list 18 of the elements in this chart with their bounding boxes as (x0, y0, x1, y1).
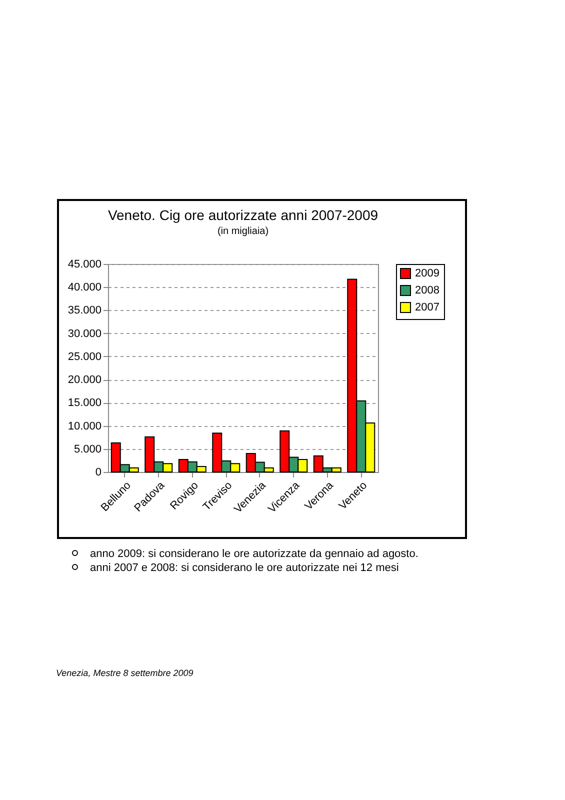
legend-label: 2007 (415, 302, 440, 314)
legend-label: 2009 (415, 268, 440, 280)
legend-label: 2008 (415, 284, 440, 296)
chart-subtitle: (in migliaia) (217, 226, 269, 237)
y-tick-label: 25.000 (68, 350, 102, 363)
y-tick-label: 10.000 (68, 420, 102, 432)
y-tick-label: 20.000 (68, 374, 102, 386)
y-tick-label: 0 (95, 466, 102, 478)
chart-title: Veneto. Cig ore autorizzate anni 2007-2009 (108, 207, 378, 223)
text: anni 2007 e 2008: si considerano le ore autorizzate nei 12 mesi (89, 562, 400, 574)
text: Venezia, Mestre 8 settembre 2009 (56, 668, 194, 678)
y-tick-label: 40.000 (68, 282, 102, 294)
text: anno 2009: si considerano le ore autorizzate da gennaio ad agosto. (89, 548, 418, 560)
y-tick-label: 5.000 (74, 443, 102, 456)
y-tick-label: 15.000 (68, 397, 102, 410)
y-tick-label: 45.000 (68, 258, 102, 270)
y-tick-label: 30.000 (68, 328, 102, 340)
y-tick-label: 35.000 (68, 304, 102, 317)
